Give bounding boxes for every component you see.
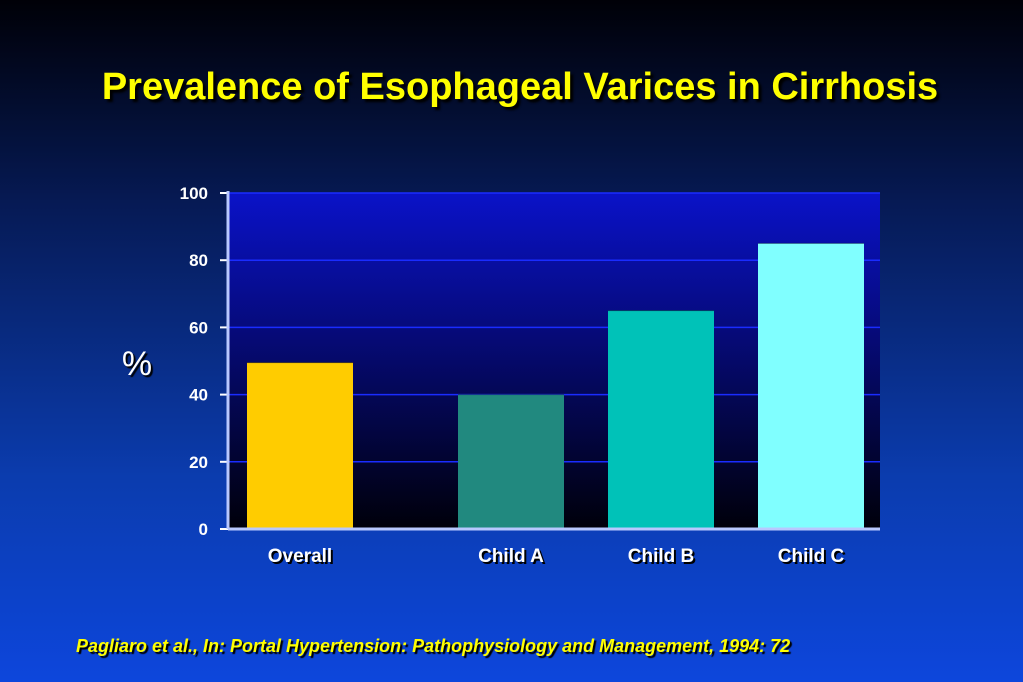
y-axis-label: % <box>121 345 153 383</box>
bar-child-a <box>458 394 564 529</box>
y-tick-label: 0 <box>199 520 208 539</box>
y-tick-label: 20 <box>189 453 208 472</box>
x-category-label-shadow: Child A <box>480 548 546 569</box>
y-tick-label: 40 <box>189 386 208 405</box>
x-category-label-shadow: Overall <box>270 548 334 569</box>
x-category-label-shadow: Child C <box>780 548 847 569</box>
y-tick-label: 60 <box>189 318 208 337</box>
source-citation: Pagliaro et al., In: Portal Hypertension… <box>76 636 791 656</box>
x-category-label: Child B <box>628 546 695 567</box>
x-category-label: Child C <box>778 546 845 567</box>
slide-title: Prevalence of Esophageal Varices in Cirr… <box>101 66 939 108</box>
bar-overall <box>247 362 353 529</box>
y-tick-label: 80 <box>189 251 208 270</box>
y-tick-labels: 0 20 40 60 80 100 <box>180 184 208 539</box>
bar-child-b <box>608 310 714 529</box>
bar-child-c <box>758 243 864 529</box>
x-category-label-shadow: Child B <box>630 548 697 569</box>
bars <box>247 242 864 529</box>
axes <box>220 191 880 531</box>
y-tick-label: 100 <box>180 184 208 203</box>
x-category-label: Overall <box>268 546 332 567</box>
x-category-label: Child A <box>478 546 544 567</box>
